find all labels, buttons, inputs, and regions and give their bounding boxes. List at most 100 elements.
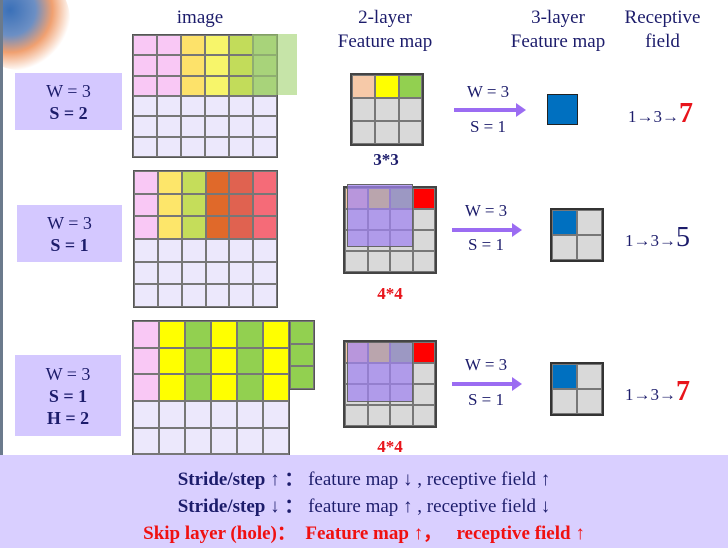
summary-line-2-sep: ： xyxy=(284,496,304,517)
grid-cell xyxy=(205,55,229,76)
grid-cell xyxy=(181,96,205,117)
row3-kernel-overlay xyxy=(347,342,413,402)
grid-cell xyxy=(133,427,159,455)
grid-cell xyxy=(375,98,399,121)
row2-rf-final: 5 xyxy=(676,222,690,253)
grid-cell xyxy=(577,364,602,389)
row2-kernel-overlay xyxy=(347,184,413,247)
grid-cell xyxy=(398,98,422,121)
grid-cell xyxy=(253,96,277,117)
grid-cell xyxy=(412,251,435,272)
grid-cell xyxy=(412,384,435,405)
grid-cell xyxy=(229,55,253,76)
grid-cell xyxy=(205,171,230,194)
row3-arrow-icon xyxy=(452,377,522,391)
row3-3-layer-map xyxy=(550,362,604,416)
header-rf-line1: Receptive xyxy=(624,7,701,28)
grid-cell xyxy=(181,136,205,157)
grid-cell xyxy=(134,171,158,194)
grid-cell xyxy=(211,347,237,375)
row1-feature-map xyxy=(350,73,424,146)
grid-cell xyxy=(181,171,206,194)
header-receptive-field: Receptive field xyxy=(610,6,715,54)
grid-cell xyxy=(185,321,211,348)
grid-cell xyxy=(263,400,289,428)
grid-cell xyxy=(253,238,277,262)
grid-cell xyxy=(133,136,157,157)
grid-cell xyxy=(205,35,229,56)
summary-line-1-sep: ： xyxy=(284,469,304,490)
grid-cell xyxy=(205,261,230,285)
decorative-globe-icon xyxy=(0,0,70,70)
grid-cell xyxy=(157,35,181,56)
row3-w: W = 3 xyxy=(45,363,91,384)
row2-arrow-icon xyxy=(452,223,522,237)
grid-cell xyxy=(205,116,229,137)
grid-cell xyxy=(185,347,211,375)
row1-arrow-s: S = 1 xyxy=(469,117,507,136)
grid-cell xyxy=(181,193,206,217)
row2-s: S = 1 xyxy=(50,234,89,255)
row3-s: S = 1 xyxy=(48,385,88,406)
row1-kernel-overflow xyxy=(252,34,297,95)
grid-cell xyxy=(552,389,577,414)
grid-cell xyxy=(577,235,602,260)
row1-arrow-icon xyxy=(454,103,526,117)
grid-cell xyxy=(412,188,435,209)
grid-cell xyxy=(133,35,157,56)
grid-cell xyxy=(229,216,254,239)
grid-cell xyxy=(157,216,182,239)
grid-cell xyxy=(237,374,263,401)
grid-cell xyxy=(134,261,158,285)
summary-line-1-text: feature map ↓ , receptive field ↑ xyxy=(308,469,551,490)
grid-cell xyxy=(185,374,211,401)
grid-cell xyxy=(552,235,577,260)
row3-arrow-s: S = 1 xyxy=(467,390,505,409)
left-edge-strip xyxy=(0,0,3,455)
grid-cell xyxy=(157,238,182,262)
grid-cell xyxy=(229,284,254,307)
grid-cell xyxy=(352,121,376,144)
grid-cell xyxy=(181,55,205,76)
grid-cell xyxy=(133,96,157,117)
summary-line-2-text: feature map ↑ , receptive field ↓ xyxy=(308,496,551,517)
row2-w: W = 3 xyxy=(47,212,92,233)
grid-cell xyxy=(181,35,205,56)
grid-cell xyxy=(133,374,159,401)
grid-cell xyxy=(229,261,254,285)
grid-cell xyxy=(181,216,206,239)
grid-cell xyxy=(134,238,158,262)
grid-cell xyxy=(390,251,413,272)
grid-cell xyxy=(157,261,182,285)
row2-feature-size: 4*4 xyxy=(377,284,403,303)
grid-cell xyxy=(229,96,253,117)
header-rf-line2: field xyxy=(645,31,680,52)
grid-cell xyxy=(253,261,277,285)
grid-cell xyxy=(237,347,263,375)
grid-cell xyxy=(290,321,314,344)
header-2-layer-line1: 2-layer xyxy=(358,7,412,28)
header-3-layer-line2: Feature map xyxy=(510,31,606,52)
grid-cell xyxy=(290,343,314,367)
grid-cell xyxy=(263,427,289,455)
grid-cell xyxy=(253,116,277,137)
grid-cell xyxy=(552,210,577,235)
grid-cell xyxy=(211,427,237,455)
summary-line-1-key: Stride/step ↑ xyxy=(177,469,280,490)
grid-cell xyxy=(253,171,277,194)
grid-cell xyxy=(205,75,229,96)
grid-cell xyxy=(157,55,181,76)
grid-cell xyxy=(253,284,277,307)
grid-cell xyxy=(237,427,263,455)
grid-cell xyxy=(157,284,182,307)
grid-cell xyxy=(181,116,205,137)
row1-feature-size: 3*3 xyxy=(373,150,399,169)
grid-cell xyxy=(185,427,211,455)
row1-rf-final: 7 xyxy=(679,98,693,129)
row2-3-layer-map xyxy=(550,208,604,262)
grid-cell xyxy=(133,347,159,375)
grid-cell xyxy=(181,261,206,285)
grid-cell xyxy=(367,405,390,426)
